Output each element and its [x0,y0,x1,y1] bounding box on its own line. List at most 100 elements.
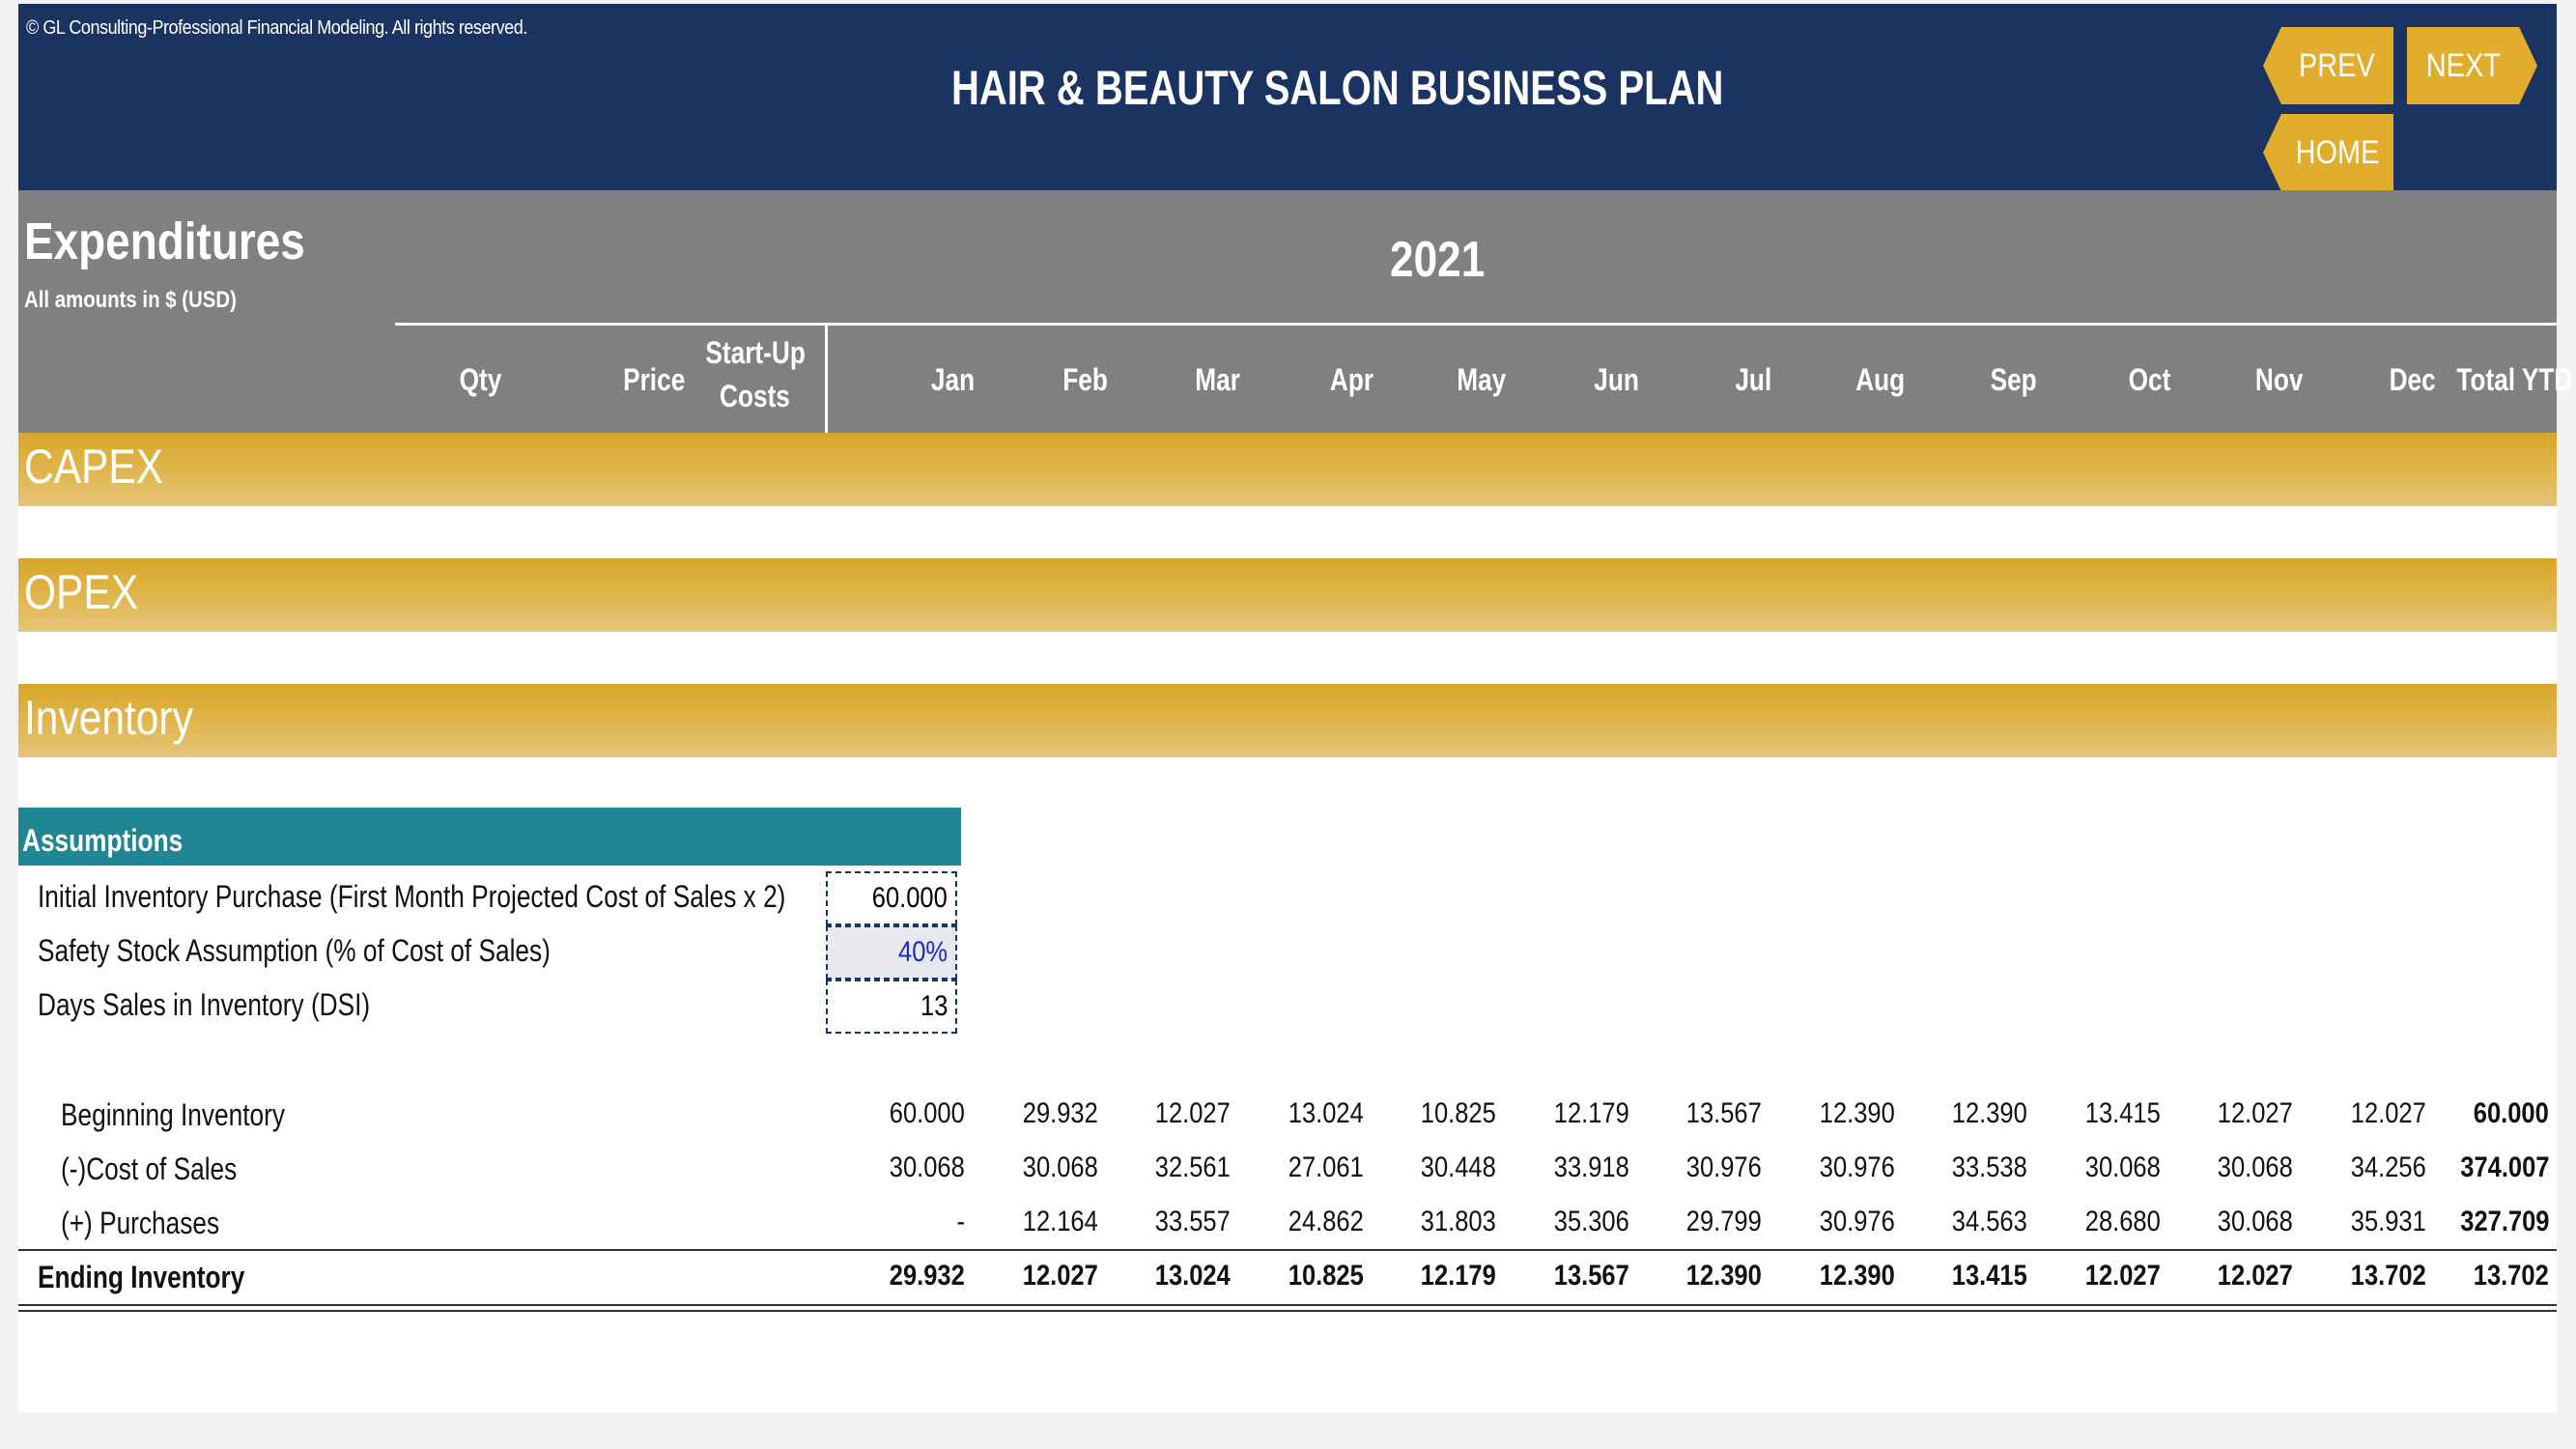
col-header-month: Oct [2128,362,2170,397]
table-cell-total[interactable]: 327.709 [2459,1206,2549,1237]
table-cell[interactable]: 12.027 [2217,1260,2293,1292]
table-cell[interactable]: 13.415 [2084,1097,2161,1129]
inventory-label: Inventory [24,691,193,745]
spreadsheet-sheet: © GL Consulting-Professional Financial M… [18,4,2573,1412]
table-cell[interactable]: 12.390 [1685,1260,1762,1292]
table-cell[interactable]: 10.825 [1288,1260,1364,1292]
table-cell[interactable]: 13.415 [1951,1260,2027,1292]
safety-stock-input[interactable]: 40% [826,925,957,980]
table-cell[interactable]: 30.068 [2084,1151,2161,1183]
table-cell[interactable]: 35.306 [1553,1206,1629,1237]
table-cell[interactable]: 30.976 [1685,1151,1762,1183]
table-cell[interactable]: 12.027 [2217,1097,2293,1129]
row-label-cost-of-sales: (-)Cost of Sales [61,1151,238,1186]
table-cell[interactable]: 12.179 [1553,1097,1629,1129]
row-label-purchases: (+) Purchases [61,1206,220,1240]
col-header-month: Apr [1329,362,1373,397]
home-button-label: HOME [2295,133,2379,171]
assumptions-header: Assumptions [18,808,961,866]
copyright-text: © GL Consulting-Professional Financial M… [26,17,527,39]
col-header-total-ytd: Total YTD [2456,362,2573,397]
table-cell[interactable]: 35.931 [2350,1206,2426,1237]
table-cell[interactable]: 30.068 [1022,1151,1098,1183]
col-header-month: Jan [930,362,975,397]
table-cell[interactable]: 12.390 [1819,1097,1895,1129]
table-cell[interactable]: 27.061 [1288,1151,1364,1183]
table-cell[interactable]: 13.567 [1685,1097,1762,1129]
capex-label: CAPEX [24,440,164,494]
col-header-month: Feb [1062,362,1108,397]
subtotal-rule [18,1249,2557,1251]
table-cell[interactable]: 13.024 [1288,1097,1364,1129]
table-cell-total[interactable]: 374.007 [2459,1151,2549,1183]
table-cell[interactable]: 30.068 [2217,1206,2293,1237]
table-cell[interactable]: 30.448 [1420,1151,1496,1183]
assumption-label: Days Sales in Inventory (DSI) [38,987,371,1022]
table-cell[interactable]: 30.976 [1819,1206,1895,1237]
row-label-beginning-inventory: Beginning Inventory [61,1097,285,1132]
capex-section-bar[interactable]: CAPEX [18,433,2557,506]
initial-inventory-input[interactable]: 60.000 [826,871,957,925]
opex-section-bar[interactable]: OPEX [18,558,2557,632]
table-cell[interactable]: 13.024 [1154,1260,1231,1292]
table-cell[interactable]: 24.862 [1288,1206,1364,1237]
assumption-label: Safety Stock Assumption (% of Cost of Sa… [38,933,551,968]
table-cell[interactable]: 10.825 [1420,1097,1496,1129]
table-cell[interactable]: 34.563 [1951,1206,2027,1237]
table-cell[interactable]: 30.068 [889,1151,965,1183]
inventory-section-bar[interactable]: Inventory [18,684,2557,757]
table-cell[interactable]: 12.179 [1420,1260,1496,1292]
table-cell[interactable]: 12.027 [1154,1097,1231,1129]
next-button-label: NEXT [2425,46,2502,84]
col-header-month: Mar [1195,362,1240,397]
row-label-ending-inventory: Ending Inventory [38,1260,245,1294]
next-button[interactable]: NEXT [2407,27,2537,104]
table-cell[interactable]: 32.561 [1154,1151,1231,1183]
table-cell-total[interactable]: 13.702 [2473,1260,2549,1292]
table-cell[interactable]: 12.390 [1819,1260,1895,1292]
table-cell[interactable]: 12.164 [1022,1206,1098,1237]
dsi-input[interactable]: 13 [826,980,957,1034]
col-header-month: Aug [1854,362,1905,397]
double-rule-top [18,1304,2557,1306]
table-cell-total[interactable]: 60.000 [2473,1097,2549,1129]
table-cell[interactable]: 33.918 [1553,1151,1629,1183]
header-column-divider [825,323,828,433]
table-cell[interactable]: 12.027 [2350,1097,2426,1129]
col-header-startup: Start-Up Costs [705,335,806,413]
year-label: 2021 [1390,232,1486,288]
section-title: Expenditures [24,213,305,270]
table-cell[interactable]: - [956,1206,966,1237]
assumption-label: Initial Inventory Purchase (First Month … [38,879,786,914]
prev-button[interactable]: PREV [2263,27,2393,104]
table-cell[interactable]: 31.803 [1420,1206,1496,1237]
prev-button-label: PREV [2299,46,2375,84]
page-title: HAIR & BEAUTY SALON BUSINESS PLAN [951,61,1724,115]
table-cell[interactable]: 29.932 [1022,1097,1098,1129]
col-header-month: Sep [1990,362,2037,397]
table-cell[interactable]: 12.027 [2084,1260,2161,1292]
home-button[interactable]: HOME [2263,114,2393,191]
table-cell[interactable]: 34.256 [2350,1151,2426,1183]
table-cell[interactable]: 13.567 [1553,1260,1629,1292]
opex-label: OPEX [24,565,139,619]
col-header-month: Jul [1735,362,1771,397]
table-cell[interactable]: 60.000 [889,1097,965,1129]
header-divider [395,323,2557,326]
col-header-price: Price [622,362,685,397]
table-cell[interactable]: 33.538 [1951,1151,2027,1183]
table-cell[interactable]: 29.799 [1685,1206,1762,1237]
table-cell[interactable]: 29.932 [889,1260,965,1292]
table-cell[interactable]: 13.702 [2350,1260,2426,1292]
table-cell[interactable]: 30.976 [1819,1151,1895,1183]
table-cell[interactable]: 30.068 [2217,1151,2293,1183]
column-header-band: Expenditures All amounts in $ (USD) 2021… [18,190,2573,433]
col-header-month: Nov [2254,362,2303,397]
col-header-month: Dec [2389,362,2436,397]
section-subtitle: All amounts in $ (USD) [24,287,237,313]
table-cell[interactable]: 12.390 [1951,1097,2027,1129]
table-cell[interactable]: 33.557 [1154,1206,1231,1237]
table-cell[interactable]: 12.027 [1022,1260,1098,1292]
table-cell[interactable]: 28.680 [2084,1206,2161,1237]
double-rule-bottom [18,1310,2557,1312]
